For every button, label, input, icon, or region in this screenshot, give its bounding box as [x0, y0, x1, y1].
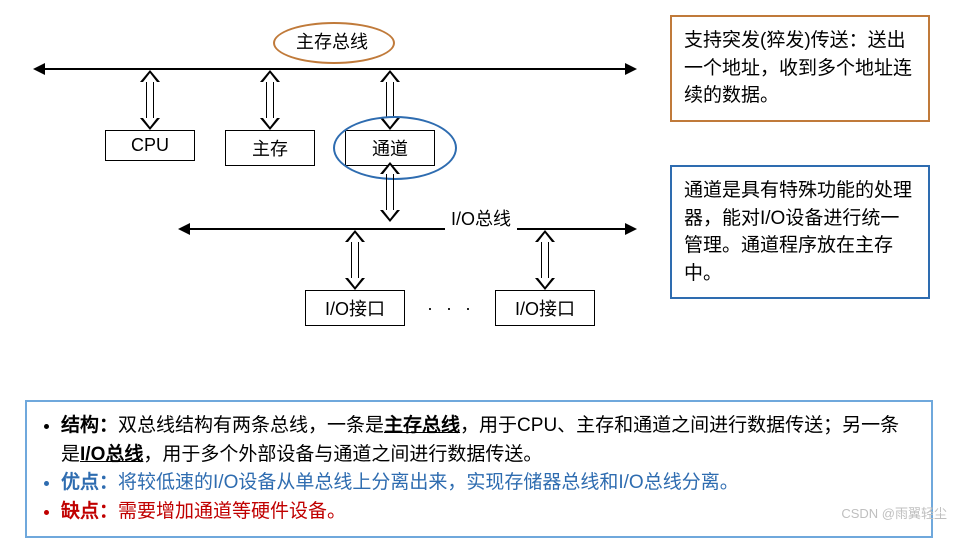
text: ，用于多个外部设备与通道之间进行数据传送。 — [143, 444, 542, 465]
arrow-tip-icon — [625, 63, 637, 75]
main-bus-ellipse-annotation — [273, 22, 395, 64]
node-main-memory: 主存 — [225, 130, 315, 166]
arrow-tip-icon — [33, 63, 45, 75]
ellipsis: · · · — [427, 298, 475, 319]
arrow-tip-icon — [625, 223, 637, 235]
double-arrow-icon — [383, 162, 397, 222]
label-pros: 优点： — [61, 472, 118, 493]
node-io-interface: I/O接口 — [495, 290, 595, 326]
double-arrow-icon — [263, 70, 277, 130]
term-io-bus: I/O总线 — [80, 444, 143, 465]
io-bus-line — [190, 228, 625, 230]
note-channel-desc: 通道是具有特殊功能的处理器，能对I/O设备进行统一管理。通道程序放在主存中。 — [670, 165, 930, 299]
arrow-tip-icon — [178, 223, 190, 235]
text: 双总线结构有两条总线，一条是 — [118, 415, 384, 436]
note-text: 通道是具有特殊功能的处理器，能对I/O设备进行统一管理。通道程序放在主存中。 — [684, 180, 912, 284]
term-main-bus: 主存总线 — [384, 415, 460, 436]
label-structure: 结构： — [61, 415, 118, 436]
double-arrow-icon — [143, 70, 157, 130]
label-cons: 缺点： — [61, 501, 118, 522]
note-text: 支持突发(猝发)传送：送出一个地址，收到多个地址连续的数据。 — [684, 30, 912, 106]
summary-pros: 优点：将较低速的I/O设备从单总线上分离出来，实现存储器总线和I/O总线分离。 — [61, 469, 917, 498]
watermark: CSDN @雨翼轻尘 — [841, 503, 947, 522]
summary-box: 结构：双总线结构有两条总线，一条是主存总线，用于CPU、主存和通道之间进行数据传… — [25, 400, 933, 538]
text: 将较低速的I/O设备从单总线上分离出来，实现存储器总线和I/O总线分离。 — [118, 472, 739, 493]
double-arrow-icon — [348, 230, 362, 290]
note-burst-transfer: 支持突发(猝发)传送：送出一个地址，收到多个地址连续的数据。 — [670, 15, 930, 122]
node-cpu: CPU — [105, 130, 195, 161]
node-io-interface: I/O接口 — [305, 290, 405, 326]
io-bus-label: I/O总线 — [445, 205, 517, 231]
summary-cons: 缺点：需要增加通道等硬件设备。 — [61, 498, 917, 527]
bus-diagram: 主存总线 CPU 主存 通道 I/O总线 I/O接口 I/O接口 · · · — [25, 10, 645, 380]
double-arrow-icon — [538, 230, 552, 290]
main-bus-line — [45, 68, 625, 70]
text: 需要增加通道等硬件设备。 — [118, 501, 346, 522]
summary-structure: 结构：双总线结构有两条总线，一条是主存总线，用于CPU、主存和通道之间进行数据传… — [61, 412, 917, 469]
